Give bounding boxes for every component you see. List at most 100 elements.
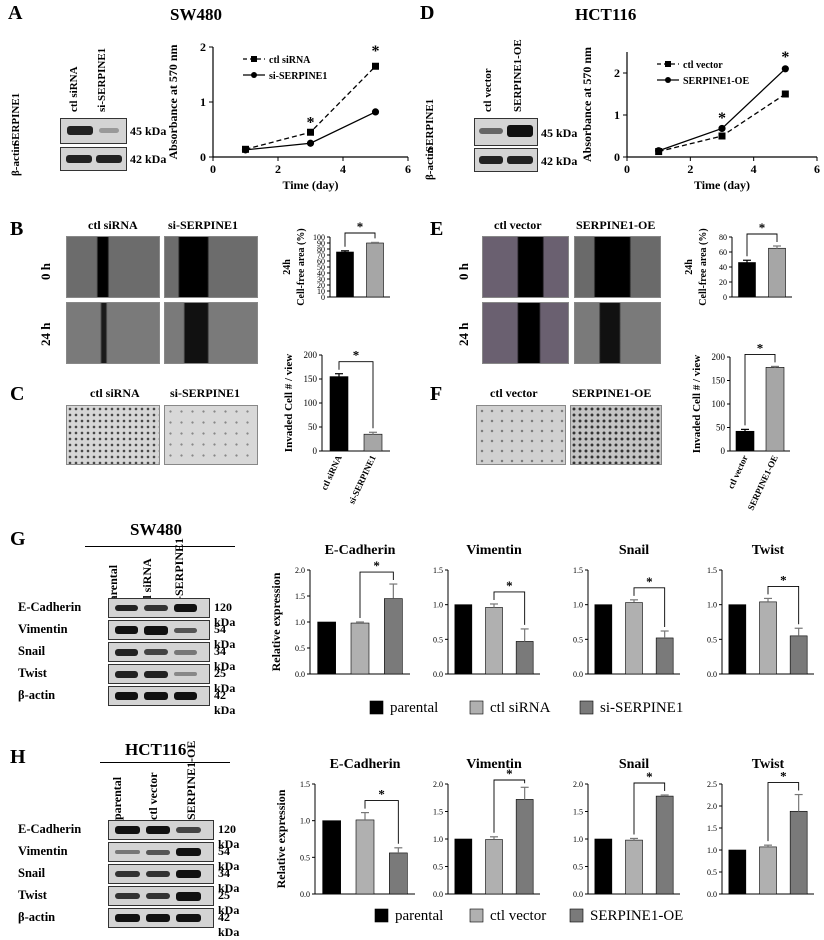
y-tick-label: 40 xyxy=(317,269,325,278)
invasion-image-f-ctl xyxy=(476,405,566,465)
chart-title: E-Cadherin xyxy=(330,757,401,772)
y-axis-label: Invaded Cell # / view xyxy=(283,354,295,452)
bar xyxy=(594,604,613,675)
panel-label-g: G xyxy=(10,528,26,550)
blot-kda-label: 54 kDa xyxy=(218,844,240,873)
img-f-col-1: ctl vector xyxy=(490,386,538,400)
blot-band-row xyxy=(108,842,214,862)
y-tick-label: 0 xyxy=(321,293,325,302)
blot-kda-label: 120 kDa xyxy=(218,822,240,851)
y-tick-label: 1.0 xyxy=(573,835,583,844)
y-tick-label: 0 xyxy=(200,150,206,164)
bar xyxy=(350,622,370,675)
y-tick-label: 1.5 xyxy=(295,592,305,601)
data-point xyxy=(307,128,314,136)
panel-label-d: D xyxy=(420,2,435,24)
y-tick-label: 20 xyxy=(719,278,727,287)
y-tick-label: 20 xyxy=(317,281,325,290)
y-tick-label: 200 xyxy=(712,352,726,362)
blot-band-row xyxy=(108,686,210,706)
significance-star: * xyxy=(759,220,766,235)
y-tick-label: 0.5 xyxy=(573,635,583,644)
bar xyxy=(735,430,755,452)
significance-bracket xyxy=(633,587,666,628)
data-point xyxy=(241,146,250,154)
y-tick-label: 1.0 xyxy=(573,601,583,610)
blot-kda-label: 54 kDa xyxy=(214,622,236,651)
legend-marker xyxy=(665,77,671,83)
blot-d-band-row-1 xyxy=(474,118,538,146)
y-axis-label: Relative expression xyxy=(274,789,288,888)
blot-d-kda-2: 42 kDa xyxy=(541,154,578,168)
y-tick-label: 40 xyxy=(719,263,727,272)
significance-bracket xyxy=(746,233,778,257)
blot-protein-label: Vimentin xyxy=(18,622,68,636)
bar xyxy=(728,849,747,895)
y-axis-label-secondary: 24h xyxy=(282,259,293,275)
blot-kda-label: 120 kDa xyxy=(214,600,236,629)
legend-label: SERPINE1-OE xyxy=(590,908,683,924)
significance-star: * xyxy=(373,558,380,573)
bar xyxy=(389,852,408,895)
x-category-label: ctl vector xyxy=(726,454,750,491)
bar xyxy=(738,262,756,298)
y-tick-label: 1.0 xyxy=(433,601,443,610)
y-tick-label: 60 xyxy=(317,257,325,266)
y-tick-label: 100 xyxy=(304,398,318,408)
legend-swatch xyxy=(469,908,484,923)
legend-label: parental xyxy=(390,700,438,716)
blot-band-row xyxy=(108,642,210,662)
panel-label-h: H xyxy=(10,746,26,768)
blot-a-band-row-2 xyxy=(60,147,127,171)
bar xyxy=(515,799,534,895)
invasion-image-c-ctl xyxy=(66,405,160,465)
y-tick-label: 2 xyxy=(200,40,206,54)
panel-label-a: A xyxy=(8,2,23,24)
y-tick-label: 200 xyxy=(304,350,318,360)
x-tick-label: 4 xyxy=(751,162,757,176)
x-tick-label: 0 xyxy=(624,162,630,176)
y-axis-label: Invaded Cell # / view xyxy=(691,355,703,453)
scratch-image-e-ctl-0h xyxy=(482,236,569,298)
bar xyxy=(485,607,503,675)
blot-band-row xyxy=(108,820,214,840)
bar xyxy=(355,819,375,895)
blot-band-row xyxy=(108,598,210,618)
x-tick-label: 6 xyxy=(814,162,820,176)
panel-label-b: B xyxy=(10,218,24,240)
scratch-image-b-si-24h xyxy=(164,302,258,364)
img-b-col-2: si-SERPINE1 xyxy=(168,218,239,232)
y-tick-label: 50 xyxy=(308,422,318,432)
invasion-image-c-si xyxy=(164,405,258,465)
chart-title: Vimentin xyxy=(466,543,522,558)
legend-label: SERPINE1-OE xyxy=(683,76,749,87)
img-f-col-2: SERPINE1-OE xyxy=(572,386,652,400)
bar xyxy=(366,242,384,298)
bar xyxy=(625,602,643,675)
blot-a-band-row-1 xyxy=(60,118,127,144)
y-axis-label: Absorbance at 570 nm xyxy=(166,44,180,159)
x-category-label: SERPINE1-OE xyxy=(746,454,780,512)
blot-band-row xyxy=(108,620,210,640)
y-tick-label: 50 xyxy=(317,263,325,272)
bar xyxy=(728,604,747,675)
blot-protein-label: E-Cadherin xyxy=(18,822,82,836)
y-tick-label: 0 xyxy=(313,446,318,456)
title-h-blot: HCT116 xyxy=(125,740,187,759)
y-tick-label: 1.0 xyxy=(433,835,443,844)
y-tick-label: 0.0 xyxy=(707,670,717,679)
data-point xyxy=(306,139,315,147)
y-tick-label: 0 xyxy=(614,150,620,164)
significance-star: * xyxy=(357,219,364,234)
x-axis-label: Time (day) xyxy=(694,178,750,192)
x-tick-label: 6 xyxy=(405,162,411,176)
scratch-image-e-oe-0h xyxy=(574,236,661,298)
data-point xyxy=(718,132,726,140)
significance-star: * xyxy=(646,769,653,784)
data-point xyxy=(781,90,789,98)
scratch-image-b-si-0h xyxy=(164,236,258,298)
y-tick-label: 0.0 xyxy=(433,670,443,679)
legend-swatch xyxy=(579,700,594,715)
data-point xyxy=(781,65,789,73)
